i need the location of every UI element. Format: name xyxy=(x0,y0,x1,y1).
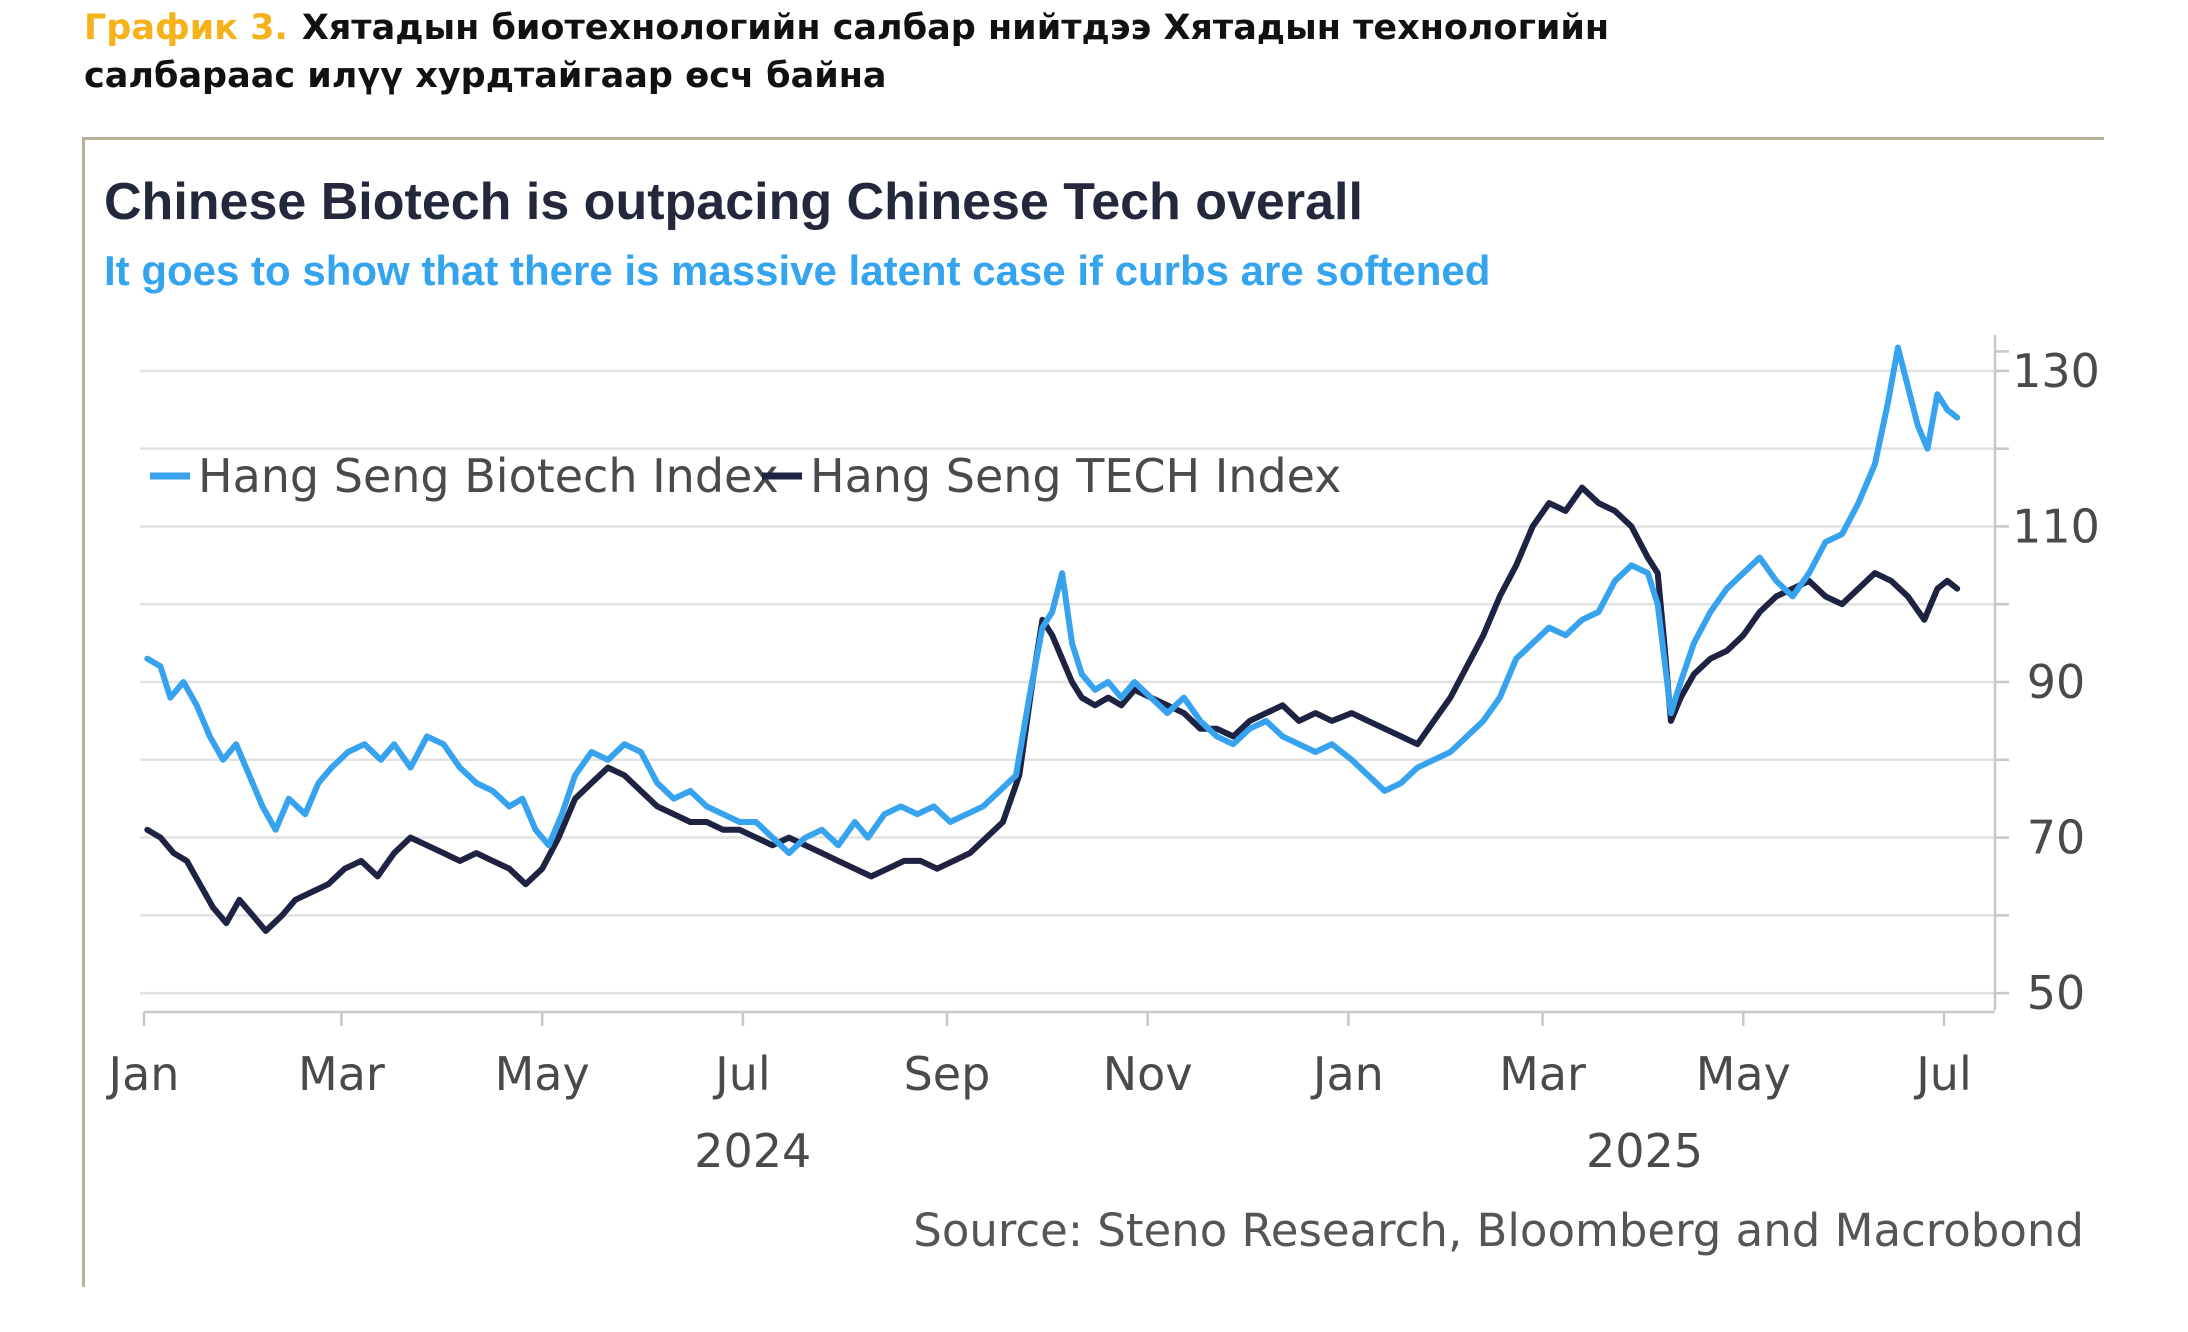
frame-left-border xyxy=(82,137,85,1287)
x-tick-label-1: Mar xyxy=(298,1047,385,1101)
series-line-biotech xyxy=(144,344,1961,857)
x-tick-label-0: Jan xyxy=(106,1047,180,1101)
x-tick-label-8: May xyxy=(1696,1047,1791,1101)
x-tick-label-9: Jul xyxy=(1913,1047,1972,1101)
figure-caption-line-1: Хятадын биотехнологийн салбар нийтдээ Хя… xyxy=(301,8,1610,48)
chart-subtitle: It goes to show that there is massive la… xyxy=(104,247,1491,294)
figure-number: График 3. xyxy=(84,8,288,48)
x-tick-label-3: Jul xyxy=(712,1047,771,1101)
figure-caption: График 3. Хятадын биотехнологийн салбар н… xyxy=(84,4,1884,100)
figure-caption-line-2: салбараас илүү хурдтайгаар өсч байна xyxy=(84,56,887,96)
series-lines xyxy=(144,344,1961,934)
y-tick-label-90: 90 xyxy=(2027,655,2086,709)
y-tick-label-70: 70 xyxy=(2027,811,2086,865)
chart-title: Chinese Biotech is outpacing Chinese Tec… xyxy=(104,173,1363,231)
legend-label-biotech: Hang Seng Biotech Index xyxy=(198,449,779,503)
legend: Hang Seng Biotech Index Hang Seng TECH I… xyxy=(150,449,1341,503)
y-tick-label-110: 110 xyxy=(2012,499,2100,553)
series-line-tech xyxy=(144,484,1961,934)
axes: 50 70 90 110 130 Jan Mar May Jul Sep Nov Jan Mar May J… xyxy=(106,335,2100,1178)
y-tick-label-50: 50 xyxy=(2027,966,2086,1020)
source-note: Source: Steno Research, Bloomberg and Ma… xyxy=(913,1204,2084,1257)
y-tick-label-130: 130 xyxy=(2012,344,2100,398)
x-year-label-2024: 2024 xyxy=(694,1124,811,1178)
x-tick-label-6: Jan xyxy=(1310,1047,1384,1101)
x-tick-label-5: Nov xyxy=(1103,1047,1193,1101)
x-tick-label-4: Sep xyxy=(904,1047,991,1101)
x-year-label-2025: 2025 xyxy=(1586,1124,1703,1178)
frame-top-border xyxy=(82,137,2104,140)
x-tick-label-7: Mar xyxy=(1499,1047,1586,1101)
x-tick-label-2: May xyxy=(495,1047,590,1101)
legend-label-tech: Hang Seng TECH Index xyxy=(810,449,1341,503)
